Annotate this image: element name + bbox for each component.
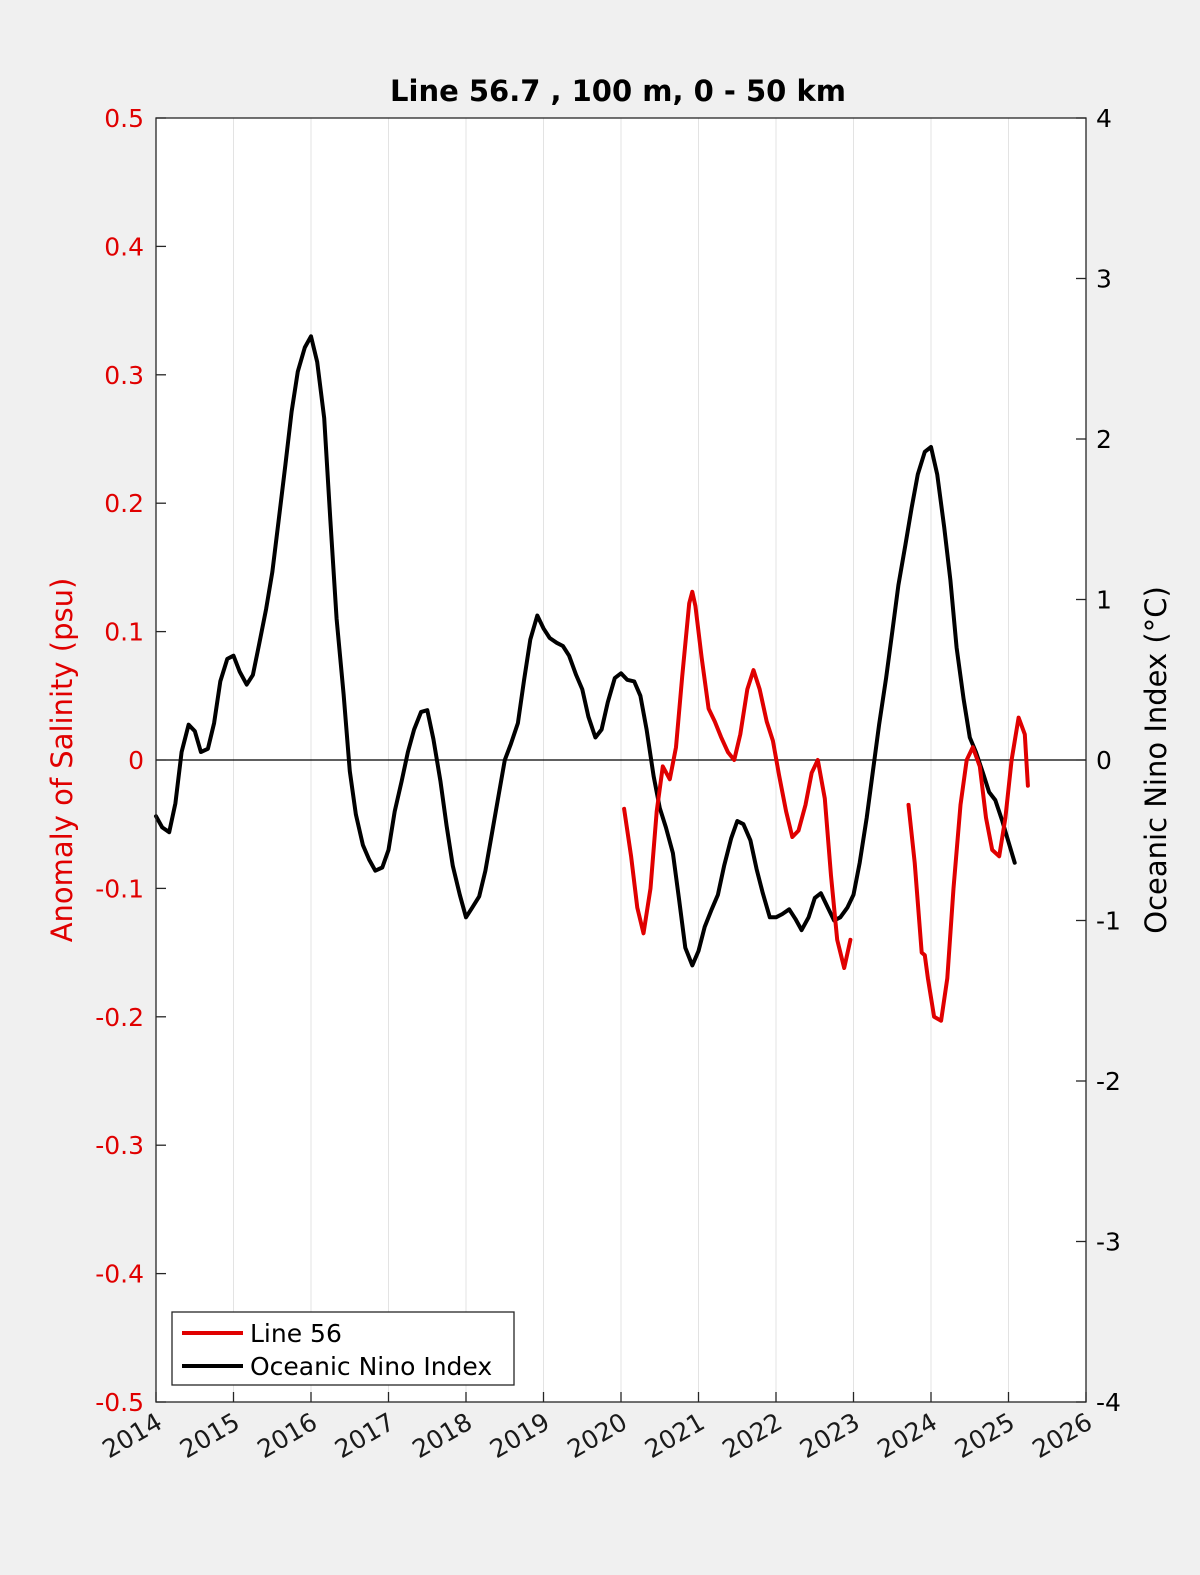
y-right-tick-label: 4	[1096, 104, 1112, 133]
x-tick-label: 2023	[795, 1407, 865, 1464]
y-axis-label-right: Oceanic Nino Index (°C)	[1139, 586, 1173, 934]
y-left-tick-label: 0.3	[104, 361, 144, 390]
y-left-tick-label: -0.1	[95, 874, 144, 903]
x-tick-label: 2015	[175, 1407, 245, 1464]
legend-box	[171, 1311, 515, 1386]
y-right-tick-label: 0	[1096, 746, 1112, 775]
x-tick-label: 2019	[485, 1407, 555, 1464]
legend-label-line-56: Line 56	[250, 1319, 342, 1348]
y-axis-label-left: Anomaly of Salinity (psu)	[45, 578, 79, 943]
x-tick-label: 2018	[407, 1407, 477, 1464]
y-left-tick-label: 0.5	[104, 104, 144, 133]
y-left-tick-label: 0.2	[104, 489, 144, 518]
x-tick-label: 2021	[640, 1407, 710, 1464]
y-right-tick-label: 1	[1096, 586, 1112, 615]
y-right-tick-label: -3	[1096, 1228, 1121, 1257]
series-line-56-segment	[622, 589, 853, 970]
y-left-tick-label: -0.3	[95, 1131, 144, 1160]
y-left-tick-label: 0.4	[104, 232, 144, 261]
x-tick-label: 2017	[330, 1407, 400, 1464]
y-right-tick-label: 2	[1096, 425, 1112, 454]
legend-label-oni: Oceanic Nino Index	[250, 1352, 492, 1381]
y-right-tick-label: -2	[1096, 1067, 1121, 1096]
y-left-tick-label: -0.4	[95, 1260, 144, 1289]
series-line-56-segment	[906, 715, 1030, 1023]
y-left-tick-label: 0.1	[104, 618, 144, 647]
y-left-tick-label: -0.2	[95, 1003, 144, 1032]
series-oceanic-nino-index-line	[154, 334, 1017, 968]
y-left-tick-label: 0	[128, 746, 144, 775]
x-tick-label: 2024	[872, 1407, 942, 1464]
chart-title: Line 56.7 , 100 m, 0 - 50 km	[390, 74, 846, 108]
legend: Line 56 Oceanic Nino Index	[171, 1311, 515, 1386]
x-tick-label: 2020	[562, 1407, 632, 1464]
x-tick-label: 2026	[1027, 1407, 1097, 1464]
x-tick-label: 2025	[950, 1407, 1020, 1464]
y-right-tick-label: 3	[1096, 265, 1112, 294]
series-layer	[154, 334, 1030, 1023]
y-right-tick-label: -1	[1096, 907, 1121, 936]
y-left-tick-label: -0.5	[95, 1388, 144, 1417]
x-tick-label: 2022	[717, 1407, 787, 1464]
x-tick-label: 2016	[252, 1407, 322, 1464]
y-right-tick-label: -4	[1096, 1388, 1121, 1417]
